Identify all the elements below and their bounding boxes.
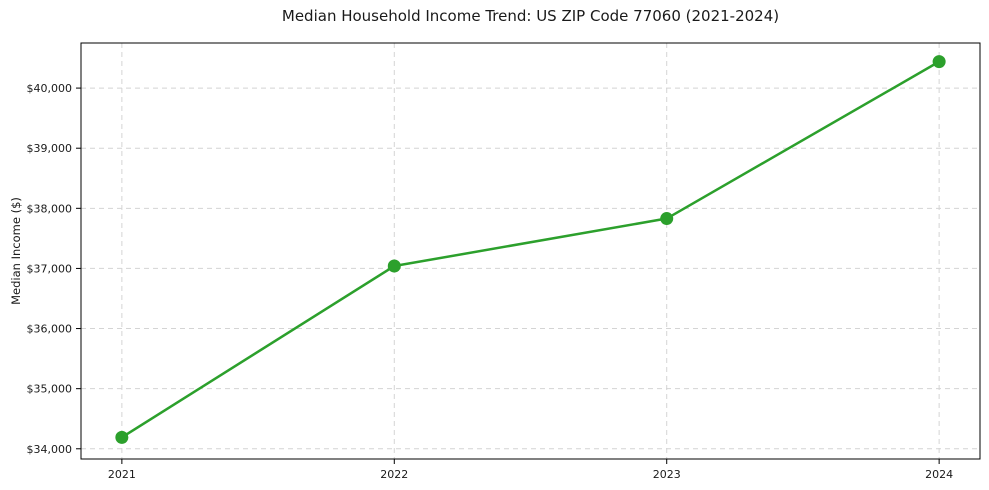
x-tick-label: 2023 <box>653 468 681 481</box>
y-tick-label: $36,000 <box>27 323 73 336</box>
data-point-2021 <box>115 430 129 444</box>
chart-title: Median Household Income Trend: US ZIP Co… <box>281 7 780 25</box>
y-tick-label: $38,000 <box>27 202 73 215</box>
y-tick-label: $40,000 <box>27 82 73 95</box>
x-tick-label: 2024 <box>925 468 953 481</box>
y-tick-label: $35,000 <box>27 383 73 396</box>
y-axis-label: Median Income ($) <box>9 197 23 305</box>
data-point-2022 <box>387 259 401 273</box>
y-tick-label: $37,000 <box>27 262 73 275</box>
data-point-2023 <box>660 212 674 226</box>
y-tick-label: $34,000 <box>27 443 73 456</box>
x-tick-label: 2022 <box>380 468 408 481</box>
x-tick-label: 2021 <box>108 468 136 481</box>
trend-line <box>120 60 941 439</box>
data-point-2024 <box>932 55 946 69</box>
plot-border <box>80 42 981 460</box>
y-tick-label: $39,000 <box>27 142 73 155</box>
